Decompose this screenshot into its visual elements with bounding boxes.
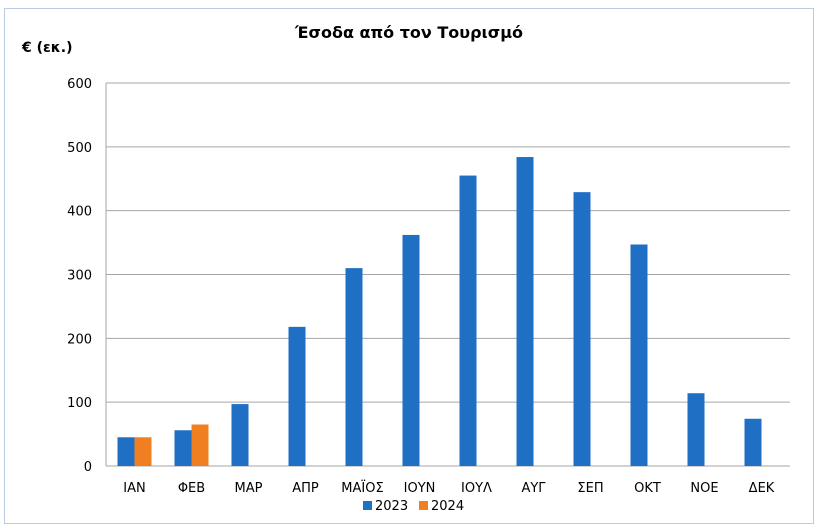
bar-2023-ΟΚΤ: [630, 244, 648, 466]
bar-2023-ΜΑΪΟΣ: [345, 268, 363, 466]
y-tick-label: 300: [67, 269, 92, 284]
x-tick-label: ΜΑΡ: [235, 481, 263, 496]
y-tick-label: 600: [67, 77, 92, 92]
y-tick-label: 400: [67, 205, 92, 220]
x-tick-label: ΙΟΥΝ: [404, 481, 436, 496]
y-tick-label: 0: [84, 460, 92, 475]
bar-2023-ΑΠΡ: [288, 326, 306, 466]
chart-title: Έσοδα από τον Τουρισμό: [294, 23, 523, 42]
x-tick-label: ΣΕΠ: [577, 481, 603, 496]
x-tick-label: ΑΠΡ: [292, 481, 319, 496]
x-tick-label: ΝΟΕ: [690, 481, 718, 496]
bar-2023-ΔΕΚ: [744, 418, 762, 466]
y-tick-label: 200: [67, 332, 92, 347]
x-tick-label: ΟΚΤ: [634, 481, 661, 496]
x-tick-label: ΙΑΝ: [123, 481, 145, 496]
y-tick-label: 100: [67, 396, 92, 411]
bar-2023-ΙΑΝ: [117, 437, 135, 466]
bar-2023-ΣΕΠ: [573, 192, 591, 466]
bar-2023-ΙΟΥΝ: [402, 234, 420, 466]
bar-2023-ΜΑΡ: [231, 404, 249, 466]
x-tick-label: ΙΟΥΛ: [461, 481, 492, 496]
x-tick-label: ΔΕΚ: [749, 481, 775, 496]
y-tick-label: 500: [67, 141, 92, 156]
bar-2023-ΦΕΒ: [174, 430, 192, 466]
legend-swatch-2023: [363, 501, 372, 510]
legend-swatch-2024: [419, 501, 428, 510]
gridlines: [105, 82, 790, 467]
y-axis-unit-label: € (εκ.): [21, 40, 72, 56]
x-tick-label: ΦΕΒ: [178, 481, 205, 496]
y-axis-ticks: 0 100 200 300 400 500 600: [67, 77, 92, 475]
x-tick-label: ΜΑΪΟΣ: [341, 480, 383, 496]
bar-2023-ΝΟΕ: [687, 393, 705, 466]
legend-label-2024: 2024: [431, 499, 464, 514]
bar-2024-ΙΑΝ: [134, 437, 152, 466]
legend: 2023 2024: [363, 499, 464, 514]
x-axis-ticks: ΙΑΝ ΦΕΒ ΜΑΡ ΑΠΡ ΜΑΪΟΣ ΙΟΥΝ ΙΟΥΛ ΑΥΓ ΣΕΠ ΟΚΤ ΝΟΕ ΔΕΚ: [123, 480, 775, 496]
bar-2023-ΙΟΥΛ: [459, 175, 477, 466]
bar-2024-ΦΕΒ: [191, 424, 209, 466]
x-tick-label: ΑΥΓ: [521, 481, 546, 496]
legend-label-2023: 2023: [375, 499, 408, 514]
bars: [117, 157, 762, 466]
bar-2023-ΑΥΓ: [516, 157, 534, 466]
